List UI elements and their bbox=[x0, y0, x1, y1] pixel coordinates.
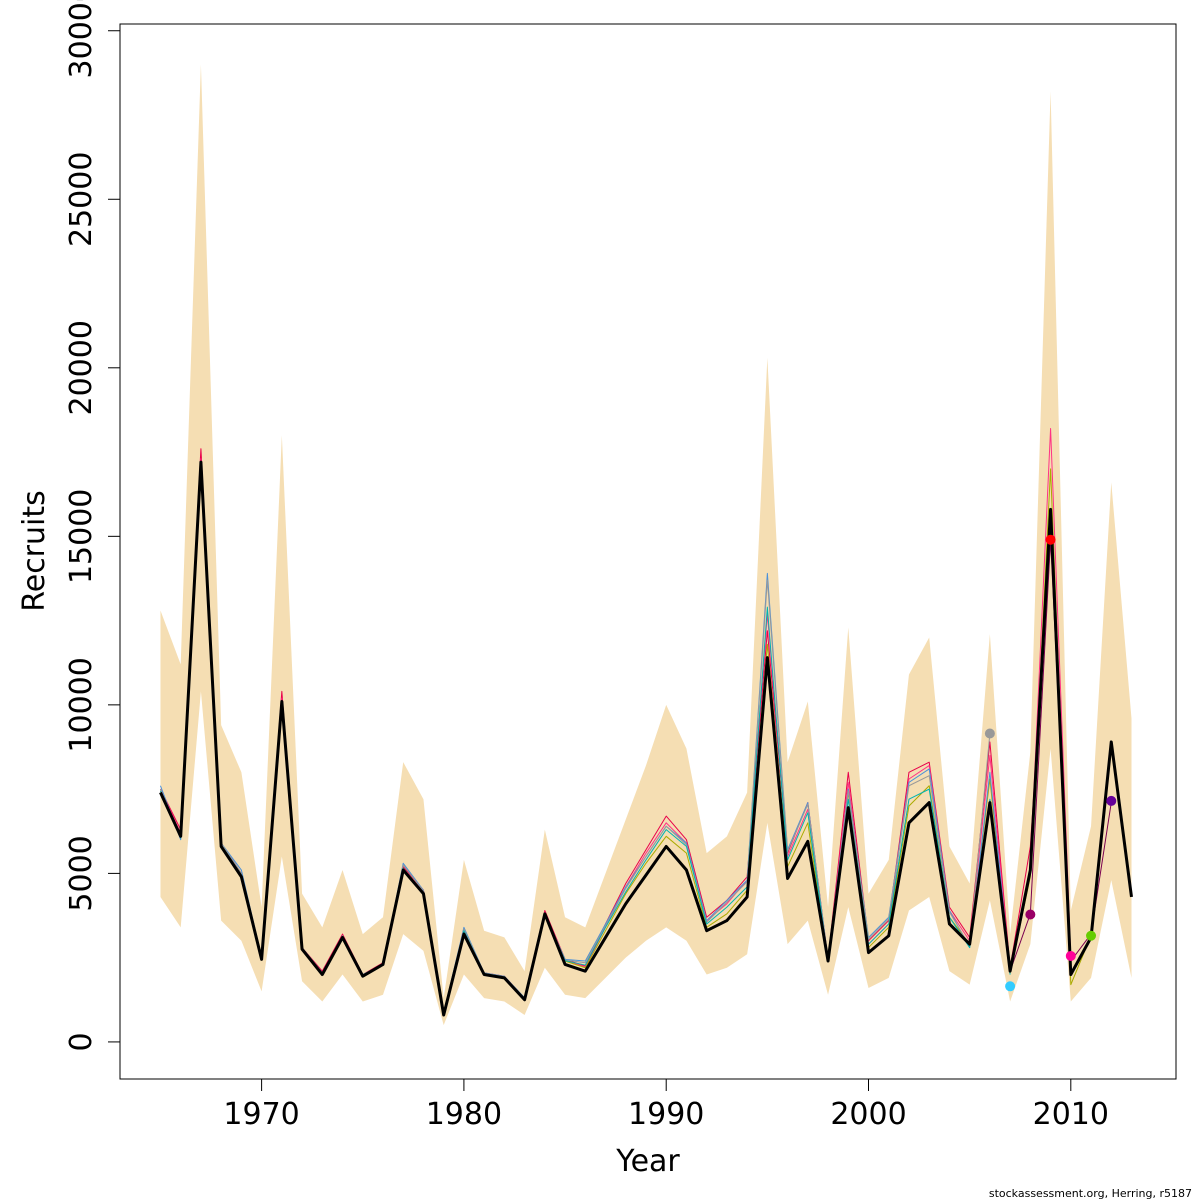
y-tick-label: 5000 bbox=[64, 835, 99, 911]
confidence-band bbox=[160, 64, 1132, 1026]
y-tick-label: 20000 bbox=[64, 320, 99, 415]
x-axis-title: Year bbox=[615, 1144, 680, 1179]
marker-layer bbox=[984, 534, 1117, 992]
y-tick-label: 15000 bbox=[64, 489, 99, 584]
point-marker-2011 bbox=[1086, 930, 1097, 941]
point-marker-2008 bbox=[1025, 909, 1036, 920]
y-tick-label: 10000 bbox=[64, 657, 99, 752]
y-axis: 0 5000 10000 15000 20000 25000 30000 bbox=[64, 0, 121, 1051]
point-marker-2012 bbox=[1106, 795, 1117, 806]
series-layer bbox=[159, 427, 1133, 1017]
x-tick-label: 2010 bbox=[1033, 1097, 1109, 1132]
confidence-band-layer bbox=[160, 64, 1132, 1026]
point-marker-2010 bbox=[1065, 950, 1076, 961]
x-tick-label: 2000 bbox=[830, 1097, 906, 1132]
x-tick-label: 1970 bbox=[223, 1097, 299, 1132]
x-tick-label: 1990 bbox=[628, 1097, 704, 1132]
credit-text: stockassessment.org, Herring, r5187 bbox=[989, 1187, 1192, 1200]
series-line-7 bbox=[159, 460, 1133, 1017]
y-axis-title: Recruits bbox=[17, 490, 52, 612]
point-marker-2007 bbox=[1005, 981, 1016, 992]
y-tick-label: 25000 bbox=[64, 152, 99, 247]
y-tick-label: 30000 bbox=[64, 0, 99, 78]
point-marker-2006 bbox=[984, 728, 995, 739]
x-tick-label: 1980 bbox=[426, 1097, 502, 1132]
point-marker-2009 bbox=[1045, 534, 1056, 545]
x-axis: 1970 1980 1990 2000 2010 bbox=[223, 1078, 1109, 1132]
y-tick-label: 0 bbox=[64, 1032, 99, 1051]
